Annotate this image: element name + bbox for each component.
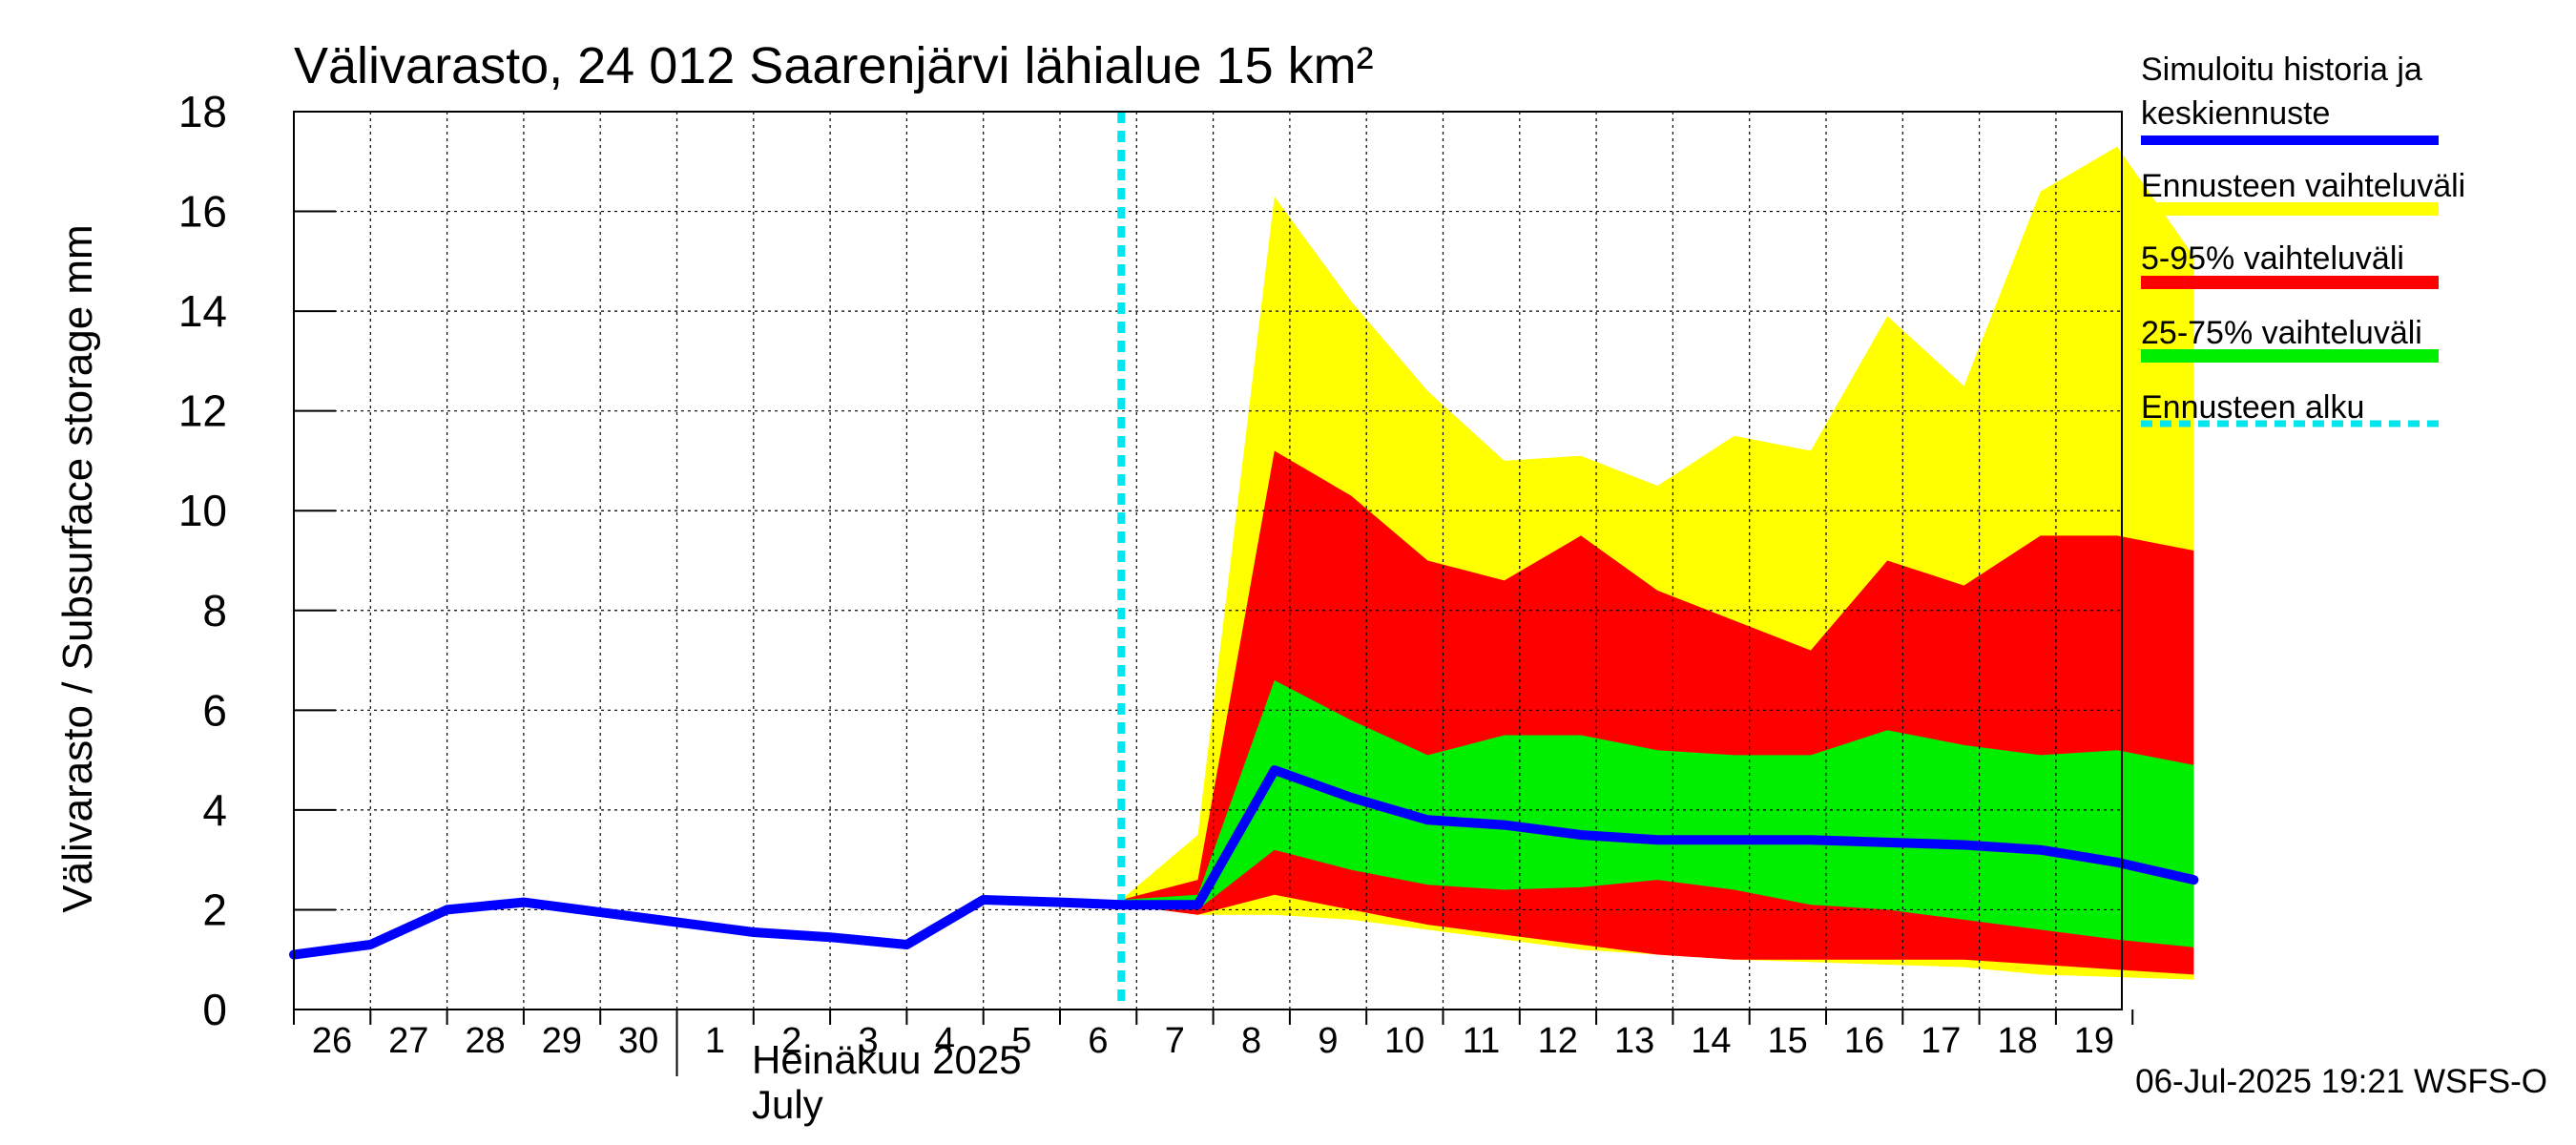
x-tick-label: 10 (1384, 1021, 1424, 1061)
x-tick-label: 16 (1844, 1021, 1884, 1061)
forecast-bands (1121, 146, 2194, 980)
x-tick-label: 6 (1088, 1021, 1108, 1061)
x-tick-label: 7 (1165, 1021, 1185, 1061)
x-month-label: Heinäkuu 2025 (752, 1037, 1022, 1082)
y-tick-label: 6 (202, 685, 227, 735)
plot-frame (293, 111, 2123, 1010)
x-tick-label: 4 (935, 1021, 955, 1061)
x-tick-label: 18 (1997, 1021, 2037, 1061)
chart-title: Välivarasto, 24 012 Saarenjärvi lähialue… (294, 37, 1374, 94)
y-tick-label: 8 (202, 586, 227, 635)
y-tick-label: 0 (202, 985, 227, 1034)
legend: Simuloitu historia ja keskiennuste Ennuste… (2141, 52, 2465, 427)
x-tick-label: 17 (1921, 1021, 1961, 1061)
y-tick-label: 4 (202, 785, 227, 835)
y-tick-label: 12 (178, 386, 227, 436)
x-tick-label: 26 (312, 1021, 352, 1061)
y-tick-label: 10 (178, 486, 227, 535)
legend-label: 25-75% vaihteluväli (2141, 315, 2422, 351)
x-tick-label: 5 (1011, 1021, 1031, 1061)
legend-label: Ennusteen vaihteluväli (2141, 168, 2465, 204)
y-tick-label: 2 (202, 885, 227, 934)
x-tick-label: 13 (1614, 1021, 1654, 1061)
x-tick-label: 19 (2074, 1021, 2114, 1061)
legend-label: keskiennuste (2141, 95, 2330, 132)
legend-label: Ennusteen alku (2141, 389, 2364, 426)
y-axis-label: Välivarasto / Subsurface storage mm (54, 224, 101, 912)
x-tick-label: 28 (465, 1021, 505, 1061)
series-line-median (289, 765, 2199, 960)
x-tick-label: 8 (1241, 1021, 1261, 1061)
series-lines (289, 765, 2199, 960)
y-tick-label: 18 (178, 87, 227, 136)
legend-label: 5-95% vaihteluväli (2141, 240, 2404, 277)
grid (294, 111, 2122, 1010)
x-tick-label: 29 (542, 1021, 582, 1061)
y-tick-label: 14 (178, 286, 227, 336)
x-tick-label: 14 (1691, 1021, 1731, 1061)
x-tick-label: 9 (1318, 1021, 1338, 1061)
footer-timestamp: 06-Jul-2025 19:21 WSFS-O (2135, 1063, 2547, 1100)
x-tick-label: 27 (388, 1021, 428, 1061)
y-tick-label: 16 (178, 187, 227, 237)
band-25-75 (1121, 680, 2194, 947)
x-tick-label: 30 (618, 1021, 658, 1061)
legend-label: Simuloitu historia ja (2141, 52, 2422, 88)
x-tick-label: 12 (1538, 1021, 1578, 1061)
x-tick-label: 2 (781, 1021, 801, 1061)
x-month-label-en: July (752, 1082, 823, 1127)
x-tick-label: 15 (1768, 1021, 1808, 1061)
axes (293, 111, 2134, 1076)
x-tick-label: 11 (1463, 1021, 1500, 1061)
x-tick-label: 3 (859, 1021, 879, 1061)
x-tick-label: 1 (705, 1021, 725, 1061)
